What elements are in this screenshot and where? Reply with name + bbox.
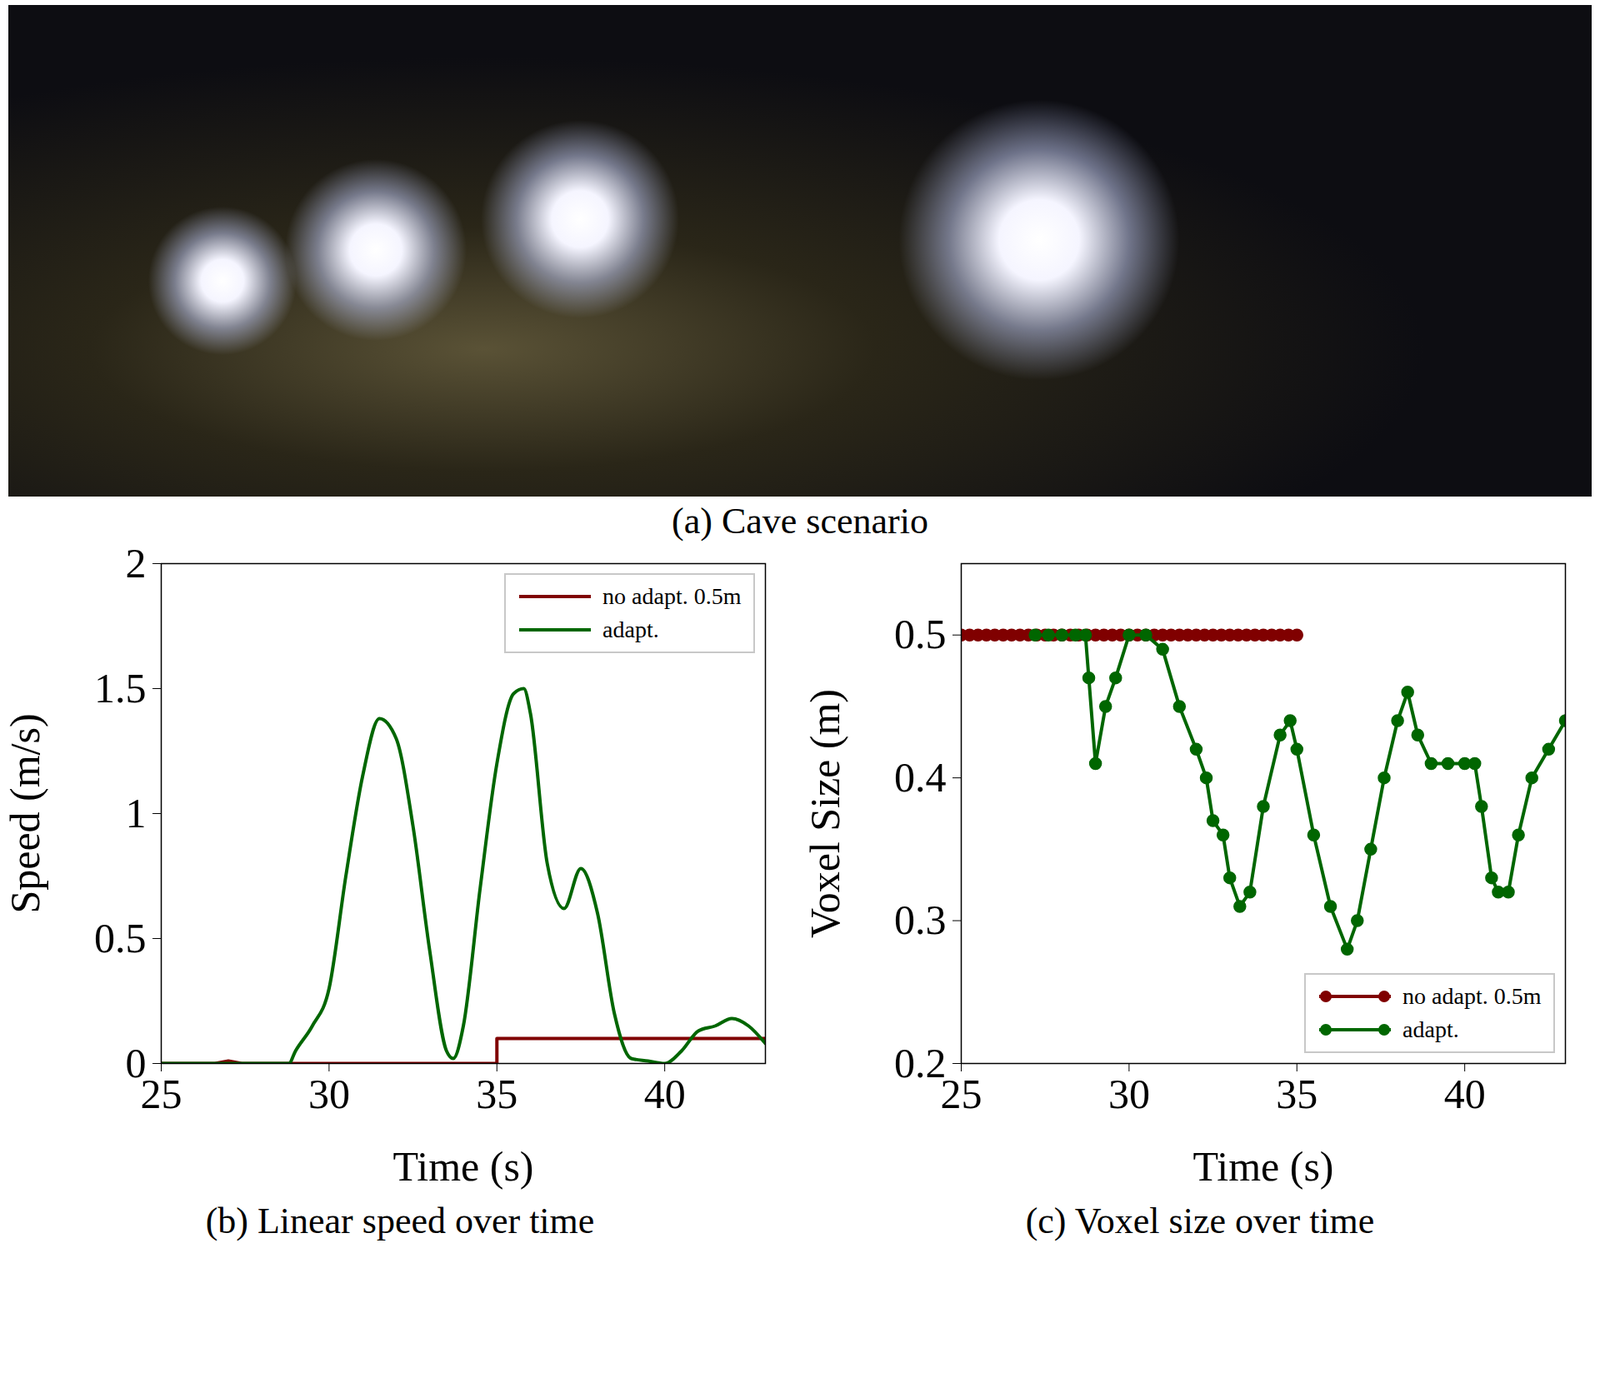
svg-text:40: 40 bbox=[1443, 1070, 1485, 1118]
svg-text:0.5: 0.5 bbox=[94, 915, 147, 962]
svg-text:0: 0 bbox=[125, 1040, 146, 1087]
svg-text:Speed (m/s): Speed (m/s) bbox=[1, 713, 49, 914]
html-text:(c) Voxel size over time: (c) Voxel size over time bbox=[1025, 1200, 1375, 1242]
svg-text:1: 1 bbox=[125, 790, 146, 837]
html-text:adapt.: adapt. bbox=[602, 616, 659, 643]
svg-text:0.4: 0.4 bbox=[894, 754, 947, 801]
svg-text:30: 30 bbox=[307, 1070, 350, 1118]
svg-text:Time (s): Time (s) bbox=[1192, 1143, 1334, 1190]
svg-text:30: 30 bbox=[1107, 1070, 1150, 1118]
svg-text:Voxel Size (m): Voxel Size (m) bbox=[801, 689, 849, 939]
svg-text:35: 35 bbox=[1275, 1070, 1318, 1118]
svg-text:0.5: 0.5 bbox=[894, 610, 947, 658]
svg-text:25: 25 bbox=[140, 1070, 182, 1118]
svg-text:Time (s): Time (s) bbox=[392, 1143, 534, 1190]
html-text:(b) Linear speed over time: (b) Linear speed over time bbox=[205, 1200, 595, 1242]
svg-text:0.3: 0.3 bbox=[894, 896, 947, 944]
html-text:adapt.: adapt. bbox=[1402, 1016, 1459, 1043]
svg-text:25: 25 bbox=[940, 1070, 982, 1118]
html-text:no adapt. 0.5m: no adapt. 0.5m bbox=[1402, 983, 1542, 1010]
svg-text:2: 2 bbox=[125, 540, 146, 587]
svg-text:40: 40 bbox=[643, 1070, 685, 1118]
svg-text:0.2: 0.2 bbox=[894, 1040, 947, 1087]
html-text:no adapt. 0.5m: no adapt. 0.5m bbox=[602, 583, 742, 610]
svg-text:35: 35 bbox=[475, 1070, 518, 1118]
html-text:(a) Cave scenario: (a) Cave scenario bbox=[671, 500, 929, 542]
svg-text:1.5: 1.5 bbox=[94, 665, 147, 712]
